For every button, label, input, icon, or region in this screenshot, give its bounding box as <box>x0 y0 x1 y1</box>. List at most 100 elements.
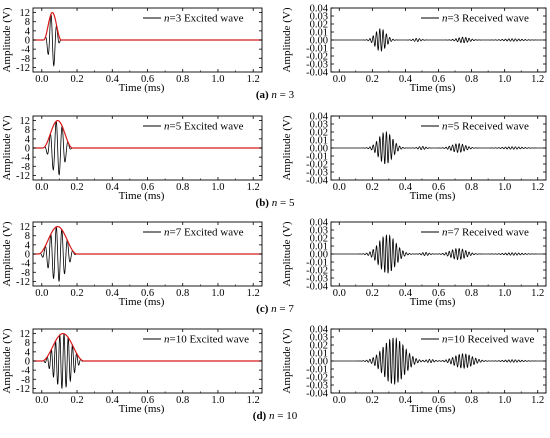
x-tick-label: 0.4 <box>106 288 120 299</box>
x-tick-label: 1.2 <box>247 74 260 85</box>
legend-label: n=7 Received wave <box>442 227 529 239</box>
y-tick-label: -4 <box>21 153 30 164</box>
x-tick-label: 0.2 <box>366 288 379 299</box>
x-tick-label: 1.0 <box>498 74 511 85</box>
x-tick-label: 1.2 <box>247 395 260 406</box>
x-axis-title: Time (ms) <box>410 190 456 202</box>
x-tick-label: 0.0 <box>35 182 48 193</box>
legend-label: n=10 Received wave <box>442 334 534 346</box>
y-tick-label: 0.01 <box>310 242 328 253</box>
y-tick-label: -0.01 <box>306 44 328 55</box>
received-chart-4: 0.0 0.2 0.4 0.6 0.8 1.0 1.2 0.040.030.020.010.0… <box>281 325 547 415</box>
x-tick-label: 0.8 <box>176 182 189 193</box>
x-tick-label: 1.0 <box>211 182 224 193</box>
y-tick-label: -12 <box>16 171 30 182</box>
x-axis-title: Time (ms) <box>410 82 456 94</box>
y-tick-label: -4 <box>21 45 30 56</box>
x-tick-label: 0.2 <box>366 395 379 406</box>
x-tick-label: 0.6 <box>432 74 445 85</box>
y-tick-label: -0.01 <box>306 152 328 163</box>
x-tick-label: 0.8 <box>465 182 478 193</box>
x-tick-label: 0.6 <box>141 74 154 85</box>
x-tick-label: 0.0 <box>333 395 346 406</box>
x-tick-label: 1.2 <box>531 395 544 406</box>
x-tick-label: 0.2 <box>70 288 83 299</box>
x-tick-label: 0.4 <box>106 395 120 406</box>
x-tick-label: 0.6 <box>141 395 154 406</box>
y-tick-label: 0.02 <box>310 341 328 352</box>
x-tick-label: 1.2 <box>531 182 544 193</box>
x-tick-label: 1.0 <box>498 395 511 406</box>
y-tick-label: -4 <box>21 366 30 377</box>
envelope-line <box>33 225 262 255</box>
x-tick-label: 0.2 <box>366 74 379 85</box>
y-tick-label: -0.03 <box>306 60 328 71</box>
y-tick-label: -0.03 <box>306 274 328 285</box>
y-tick-label: -8 <box>21 375 30 386</box>
y-tick-label: -0.04 <box>306 389 329 400</box>
x-tick-label: 0.4 <box>106 74 120 85</box>
x-tick-label: 0.6 <box>432 182 445 193</box>
x-axis-title: Time (ms) <box>119 190 165 202</box>
x-tick-label: 0.8 <box>176 74 189 85</box>
y-tick-label: -12 <box>16 384 30 395</box>
y-tick-label: -0.04 <box>306 282 329 293</box>
y-tick-label: 0.03 <box>310 12 328 23</box>
y-tick-label: 0.01 <box>310 28 328 39</box>
row-caption: (a) n = 3 <box>256 89 295 101</box>
envelope-line <box>33 332 262 362</box>
y-tick-label: 4 <box>25 134 31 145</box>
y-tick-label: 12 <box>20 116 31 127</box>
y-tick-label: 0 <box>25 357 30 368</box>
x-tick-label: 1.2 <box>247 288 260 299</box>
y-tick-label: 0.02 <box>310 128 328 139</box>
x-tick-label: 0.2 <box>70 182 83 193</box>
y-tick-label: -8 <box>21 162 30 173</box>
x-tick-label: 1.2 <box>247 182 260 193</box>
y-tick-label: 0.04 <box>310 218 329 229</box>
received-wave-line <box>331 130 546 164</box>
y-tick-label: 0.00 <box>310 36 328 47</box>
x-tick-label: 0.2 <box>70 74 83 85</box>
received-wave-line <box>331 337 546 386</box>
y-tick-label: 0 <box>25 250 30 261</box>
x-tick-label: 1.0 <box>211 288 224 299</box>
x-axis-title: Time (ms) <box>119 296 165 308</box>
y-tick-label: 0.00 <box>310 144 328 155</box>
received-chart-1: 0.0 0.2 0.4 0.6 0.8 1.0 1.2 0.040.030.020.010.0… <box>281 4 547 94</box>
y-tick-label: 4 <box>25 240 31 251</box>
x-tick-label: 0.4 <box>399 182 413 193</box>
x-tick-label: 1.2 <box>531 74 544 85</box>
y-tick-label: -0.01 <box>306 258 328 269</box>
legend-label: n=10 Excited wave <box>164 334 249 346</box>
y-tick-label: 8 <box>25 17 30 28</box>
x-tick-label: 0.2 <box>366 182 379 193</box>
x-tick-label: 0.0 <box>333 74 346 85</box>
y-tick-label: 0.02 <box>310 234 328 245</box>
y-tick-label: -0.02 <box>306 160 328 171</box>
row-caption: (b) n = 5 <box>256 197 295 209</box>
x-tick-label: 0.4 <box>106 182 120 193</box>
legend-label: n=5 Received wave <box>442 121 529 133</box>
x-tick-label: 0.8 <box>465 395 478 406</box>
legend-label: n=5 Excited wave <box>164 121 244 133</box>
y-tick-label: -0.04 <box>306 176 329 187</box>
x-tick-label: 0.4 <box>399 74 413 85</box>
legend-label: n=3 Excited wave <box>164 13 244 25</box>
x-tick-label: 0.0 <box>35 74 48 85</box>
y-tick-label: 0.02 <box>310 20 328 31</box>
x-tick-label: 0.8 <box>465 74 478 85</box>
y-axis-title: Amplitude (V) <box>281 7 293 72</box>
y-tick-label: 0.01 <box>310 349 328 360</box>
y-tick-label: -0.02 <box>306 266 328 277</box>
y-tick-label: 0.04 <box>310 4 329 15</box>
y-tick-label: 0.01 <box>310 136 328 147</box>
y-tick-label: 12 <box>20 222 31 233</box>
y-tick-label: 8 <box>25 125 30 136</box>
y-axis-title: Amplitude (V) <box>1 328 13 393</box>
y-tick-label: -0.01 <box>306 365 328 376</box>
